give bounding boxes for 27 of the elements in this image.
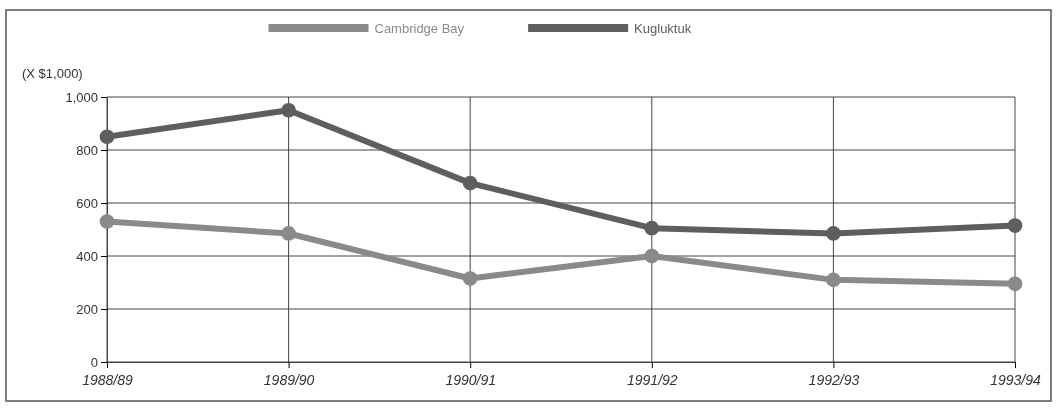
point	[281, 102, 296, 118]
point	[99, 214, 115, 229]
x-tick-label: 1989/90	[263, 372, 315, 388]
point	[1007, 218, 1023, 233]
point	[1007, 276, 1023, 292]
point	[826, 272, 841, 288]
y-tick-label: 400	[76, 248, 98, 264]
y-axis-title: (X $1,000)	[22, 66, 83, 81]
point	[826, 226, 841, 241]
y-tick-label: 800	[76, 142, 98, 158]
text: Kugluktuk	[634, 21, 692, 36]
y-tick-label: 1,000	[65, 89, 98, 105]
point	[99, 129, 115, 145]
x-tick-label: 1992/93	[808, 372, 860, 388]
point	[644, 220, 660, 236]
point	[644, 248, 660, 264]
x-tick-label: 1993/94	[990, 372, 1042, 388]
x-tick-label: 1988/89	[82, 372, 134, 388]
point	[462, 271, 478, 286]
y-tick-label: 0	[90, 354, 98, 370]
point	[281, 226, 296, 241]
point	[462, 175, 478, 191]
x-tick-label: 1990/91	[445, 372, 496, 388]
x-tick-label: 1991/92	[627, 372, 678, 388]
y-tick-label: 200	[76, 301, 98, 317]
text: Cambridge Bay	[374, 21, 465, 36]
y-tick-label: 600	[76, 195, 98, 211]
